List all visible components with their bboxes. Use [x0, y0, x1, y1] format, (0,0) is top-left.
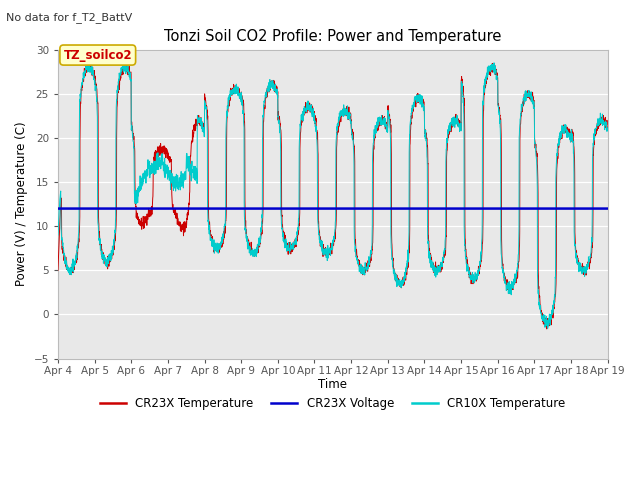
Text: No data for f_T2_BattV: No data for f_T2_BattV	[6, 12, 132, 23]
Title: Tonzi Soil CO2 Profile: Power and Temperature: Tonzi Soil CO2 Profile: Power and Temper…	[164, 29, 502, 44]
Text: TZ_soilco2: TZ_soilco2	[63, 48, 132, 61]
Legend: CR23X Temperature, CR23X Voltage, CR10X Temperature: CR23X Temperature, CR23X Voltage, CR10X …	[95, 392, 570, 414]
Y-axis label: Power (V) / Temperature (C): Power (V) / Temperature (C)	[15, 122, 28, 287]
X-axis label: Time: Time	[318, 378, 348, 391]
